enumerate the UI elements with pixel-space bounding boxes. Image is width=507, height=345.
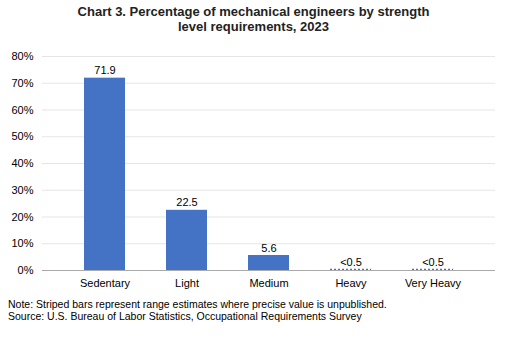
html-text:Note: Striped bars represent r: Note: Striped bars represent range estim…: [8, 298, 387, 310]
svg-text:70%: 70%: [11, 77, 33, 89]
svg-text:0%: 0%: [18, 264, 34, 276]
svg-text:80%: 80%: [11, 50, 33, 62]
svg-text:Sedentary: Sedentary: [80, 277, 131, 289]
svg-text:60%: 60%: [11, 104, 33, 116]
svg-text:20%: 20%: [11, 211, 33, 223]
svg-text:Very Heavy: Very Heavy: [405, 277, 462, 289]
svg-text:30%: 30%: [11, 184, 33, 196]
svg-text:Light: Light: [175, 277, 199, 289]
svg-text:Medium: Medium: [249, 277, 288, 289]
svg-text:22.5: 22.5: [176, 196, 197, 208]
html-text:Source: U.S. Bureau of Labor S: Source: U.S. Bureau of Labor Statistics,…: [8, 310, 362, 322]
svg-text:5.6: 5.6: [261, 242, 276, 254]
svg-text:40%: 40%: [11, 157, 33, 169]
html-text:Chart 3. Percentage of mechani: Chart 3. Percentage of mechanical engine…: [77, 4, 430, 34]
svg-text:Heavy: Heavy: [335, 277, 367, 289]
svg-text:<0.5: <0.5: [422, 256, 444, 268]
svg-text:<0.5: <0.5: [340, 256, 362, 268]
svg-text:10%: 10%: [11, 237, 33, 249]
svg-text:50%: 50%: [11, 130, 33, 142]
svg-text:71.9: 71.9: [94, 64, 115, 76]
